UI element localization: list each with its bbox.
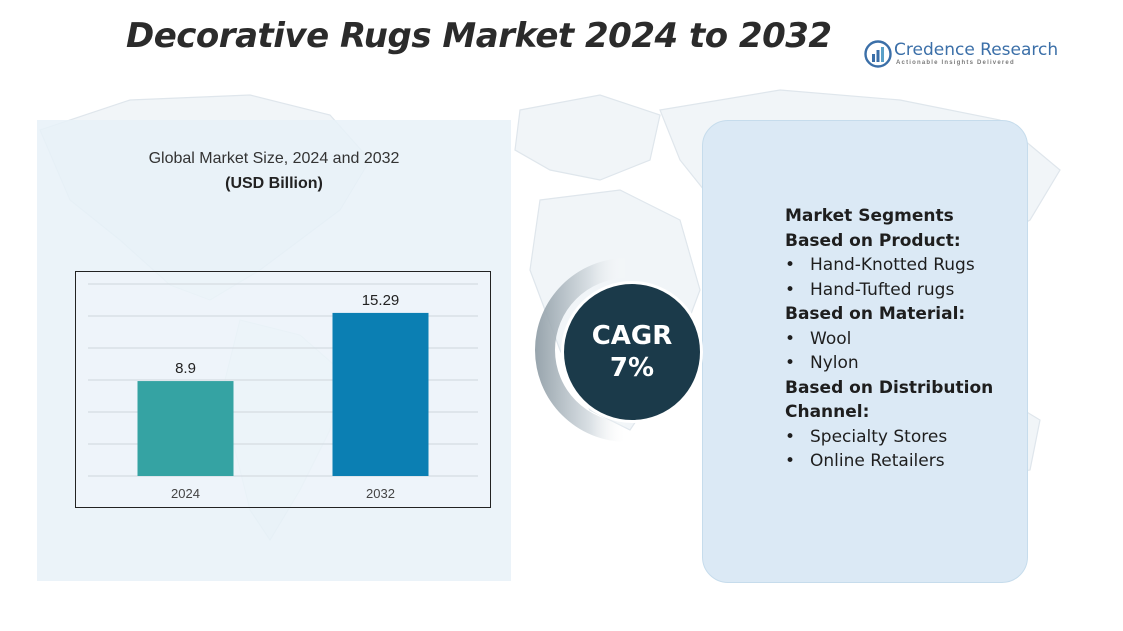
cagr-value: 7% xyxy=(609,353,655,383)
chart-unit: (USD Billion) xyxy=(225,175,323,192)
logo-tagline: Actionable Insights Delivered xyxy=(896,60,1015,66)
list-item: Wool xyxy=(785,327,1025,352)
segments-panel: Market Segments Based on Product: Hand-K… xyxy=(702,120,1028,583)
cagr-label: CAGR xyxy=(591,321,673,351)
x-tick-label: 2032 xyxy=(366,486,395,501)
segments-list: Market Segments Based on Product: Hand-K… xyxy=(785,204,1025,474)
list-item: Online Retailers xyxy=(785,449,1025,474)
bar xyxy=(332,312,429,476)
list-item: Hand-Tufted rugs xyxy=(785,278,1025,303)
logo-name: Credence Research xyxy=(894,40,1059,60)
cagr-badge: CAGR 7% xyxy=(561,281,703,423)
distribution-heading-cont: Channel: xyxy=(785,402,870,422)
list-item: Hand-Knotted Rugs xyxy=(785,253,1025,278)
brand-logo: Credence Research Actionable Insights De… xyxy=(864,40,1058,70)
x-tick-label: 2024 xyxy=(171,486,200,501)
chart-title: Global Market Size, 2024 and 2032 xyxy=(148,150,400,167)
chart-frame: 8.9 2024 15.29 2032 xyxy=(75,271,491,508)
logo-icon xyxy=(864,40,892,68)
page-title: Decorative Rugs Market 2024 to 2032 xyxy=(126,16,832,56)
segments-heading: Market Segments xyxy=(785,206,954,226)
cagr-ring xyxy=(535,258,627,442)
product-heading: Based on Product: xyxy=(785,230,961,251)
chart-panel: Global Market Size, 2024 and 2032 (USD B… xyxy=(37,120,511,581)
distribution-heading: Based on Distribution xyxy=(785,377,994,398)
list-item: Nylon xyxy=(785,351,1025,376)
material-heading: Based on Material: xyxy=(785,304,966,324)
data-label: 15.29 xyxy=(362,292,400,309)
bar-chart: 8.9 2024 15.29 2032 xyxy=(88,283,478,501)
bar xyxy=(137,381,234,476)
data-label: 8.9 xyxy=(175,360,196,377)
list-item: Specialty Stores xyxy=(785,425,1025,450)
